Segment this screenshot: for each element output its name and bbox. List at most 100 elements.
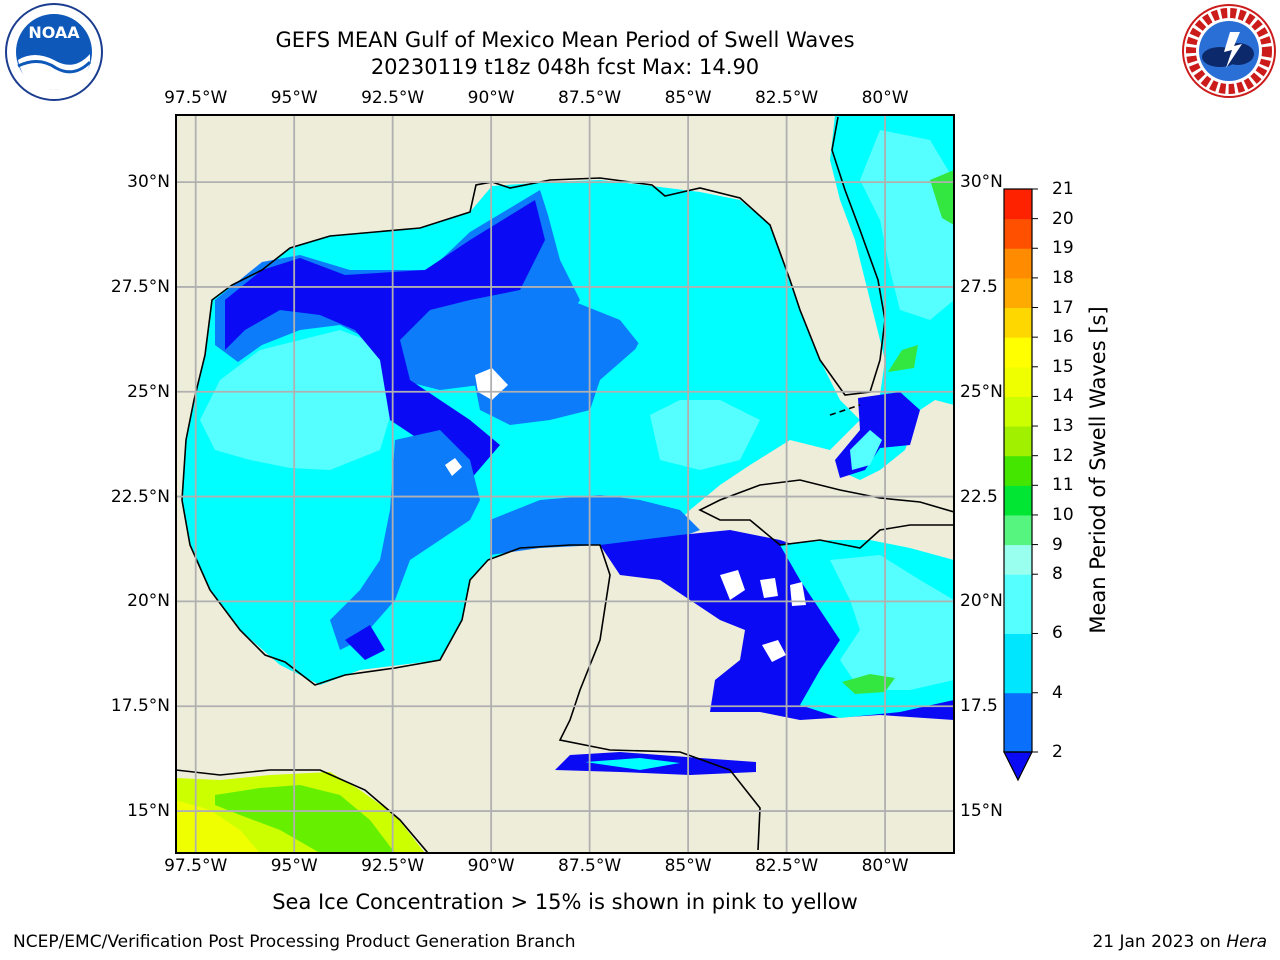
colorbar-segment [1004, 544, 1032, 575]
colorbar-tick-label: 6 [1052, 623, 1063, 644]
graticule [176, 115, 954, 853]
map-title: GEFS MEAN Gulf of Mexico Mean Period of … [275, 28, 855, 52]
no-data-patch [790, 582, 806, 606]
colorbar-segment [1004, 218, 1032, 249]
lon-label-bottom: 82.5°W [754, 856, 819, 876]
lon-label-bottom: 90°W [467, 856, 515, 876]
lon-label-top: 87.5°W [558, 88, 622, 108]
noaa-logo: NOAA [5, 3, 103, 101]
colorbar-tick-label: 15 [1052, 356, 1074, 377]
colorbar-tick-label: 20 [1052, 208, 1074, 229]
footer-date: 21 Jan 2023 on Hera [1092, 932, 1267, 952]
colorbar-segment [1004, 455, 1032, 486]
gulf-water-lightcyan-east [650, 400, 760, 470]
gulf-water-lightcyan [200, 330, 395, 470]
nws-logo [1182, 4, 1276, 98]
caribbean-lightcyan [830, 555, 954, 690]
lon-label-top: 92.5°W [361, 88, 425, 108]
colorbar-segment [1004, 189, 1032, 220]
atlantic-green [930, 170, 954, 225]
lon-label-top: 80°W [861, 88, 909, 108]
lat-label-left: 22.5°N [110, 486, 170, 507]
colorbar-tick-label: 16 [1052, 327, 1074, 348]
colorbar-segment [1004, 366, 1032, 397]
sea-ice-caption: Sea Ice Concentration > 15% is shown in … [272, 890, 858, 914]
lat-label-left: 15°N [127, 801, 170, 822]
florida-keys [829, 404, 861, 416]
colorbar-segment [1004, 514, 1032, 546]
colorbar-extend-arrow [1003, 751, 1033, 782]
svg-text:NOAA: NOAA [28, 23, 80, 42]
caribbean-green [842, 674, 895, 694]
colorbar-segment [1004, 485, 1032, 516]
gulf-water-deepblue-campeche [345, 625, 385, 660]
lon-label-top: 95°W [270, 88, 318, 108]
no-data-patch [445, 458, 462, 476]
lat-label-right: 27.5 [960, 276, 998, 297]
colorbar-tick-label: 11 [1052, 475, 1074, 496]
map-subtitle: 20230119 t18z 048h fcst Max: 14.90 [370, 55, 760, 79]
colorbar-segment [1004, 307, 1032, 338]
colorbar-tick-label: 14 [1052, 386, 1074, 407]
lat-label-right: 20°N [960, 591, 1003, 612]
atlantic-lightcyan [860, 130, 954, 320]
colorbar-tick-label: 17 [1052, 297, 1074, 318]
colorbar-segment [1004, 692, 1032, 753]
lat-label-left: 30°N [127, 172, 170, 193]
map-frame [175, 114, 955, 854]
lat-label-left: 27.5°N [110, 276, 170, 297]
lat-label-left: 17.5°N [110, 696, 170, 717]
lat-label-left: 25°N [127, 381, 170, 402]
atlantic-green-2 [888, 345, 918, 372]
lon-label-bottom: 95°W [270, 856, 318, 876]
footer-credit: NCEP/EMC/Verification Post Processing Pr… [13, 932, 576, 952]
colorbar-tick-label: 9 [1052, 534, 1063, 555]
gulf-water-midblue-south [330, 430, 480, 650]
colorbar-tick-label: 10 [1052, 504, 1074, 525]
no-data-patch [760, 578, 778, 598]
mexico-coastline [181, 499, 761, 851]
colorbar-tick-label: 4 [1052, 682, 1063, 703]
lat-label-right: 25°N [960, 381, 1003, 402]
colorbar-segment [1004, 277, 1032, 309]
lon-label-top: 97.5°W [164, 88, 228, 108]
colorbar-segment [1004, 426, 1032, 457]
colorbar [1003, 188, 1038, 782]
colorbar-segment [1004, 574, 1032, 634]
lon-label-top: 85°W [664, 88, 712, 108]
colorbar-label: Mean Period of Swell Waves [s] [1086, 306, 1110, 634]
no-data-patch [720, 570, 745, 600]
lat-label-right: 15°N [960, 801, 1003, 822]
colorbar-segment [1004, 396, 1032, 427]
colorbar-tick-label: 19 [1052, 238, 1074, 259]
colorbar-tick-label: 12 [1052, 445, 1074, 466]
colorbar-segment [1004, 633, 1032, 694]
lat-label-left: 20°N [127, 591, 170, 612]
atlantic-cyan-patch [850, 430, 882, 470]
colorbar-segment [1004, 248, 1032, 279]
lon-label-top: 82.5°W [754, 88, 819, 108]
colorbar-tick-label: 2 [1052, 742, 1063, 762]
lon-label-bottom: 92.5°W [361, 856, 425, 876]
colorbar-tick-label: 21 [1052, 179, 1074, 199]
lon-label-bottom: 85°W [664, 856, 712, 876]
pacific-greenband [215, 785, 395, 853]
lon-label-bottom: 97.5°W [164, 856, 228, 876]
caribbean-south-cyan [585, 758, 680, 770]
colorbar-tick-label: 18 [1052, 267, 1074, 288]
colorbar-tick-label: 8 [1052, 564, 1063, 585]
lat-label-right: 22.5 [960, 486, 998, 507]
colorbar-frame [1003, 188, 1033, 753]
lon-label-bottom: 87.5°W [558, 856, 622, 876]
gulf-water-deepblue-core [225, 200, 545, 500]
lat-label-right: 17.5 [960, 696, 998, 717]
no-data-patch [762, 640, 786, 662]
colorbar-segment [1004, 337, 1032, 368]
lat-label-right: 30°N [960, 172, 1003, 193]
colorbar-tick-label: 13 [1052, 416, 1074, 437]
lon-label-top: 90°W [467, 88, 515, 108]
pacific-yellow-inner [176, 800, 260, 853]
pacific-coastline [176, 769, 429, 853]
lon-label-bottom: 80°W [861, 856, 909, 876]
